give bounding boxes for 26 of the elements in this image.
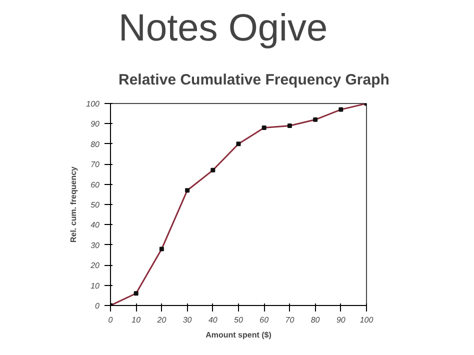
y-tick-label: 50 [90, 200, 100, 210]
x-tick-label: 70 [285, 316, 295, 324]
x-tick-label: 10 [132, 316, 142, 324]
x-tick-label: 80 [310, 316, 320, 324]
y-tick-label: 90 [90, 120, 100, 129]
y-tick-label: 60 [90, 180, 100, 190]
x-tick-label: 0 [108, 316, 114, 324]
x-axis-title: Amount spent ($) [206, 330, 272, 340]
chart-title: Notes Ogive [118, 8, 328, 50]
x-tick-label: 30 [182, 316, 192, 324]
y-tick-label: 10 [90, 281, 100, 290]
chart-subtitle: Relative Cumulative Frequency Graph [118, 72, 390, 88]
x-tick-label: 60 [260, 316, 270, 324]
y-tick-label: 80 [90, 140, 100, 149]
y-tick-label: 70 [90, 160, 100, 170]
y-tick-label: 100 [86, 100, 100, 108]
x-tick-label: 50 [234, 316, 244, 324]
x-tick-label: 20 [156, 316, 167, 324]
x-tick-label: 90 [336, 316, 346, 324]
y-tick-label: 20 [90, 261, 100, 270]
y-tick-label: 0 [95, 302, 100, 310]
y-axis-title: Rel. cum. frequency [69, 166, 78, 243]
y-tick-label: 30 [90, 240, 100, 250]
x-tick-label: 40 [208, 316, 218, 324]
y-tick-label: 40 [90, 220, 100, 230]
x-tick-label: 100 [360, 316, 374, 324]
